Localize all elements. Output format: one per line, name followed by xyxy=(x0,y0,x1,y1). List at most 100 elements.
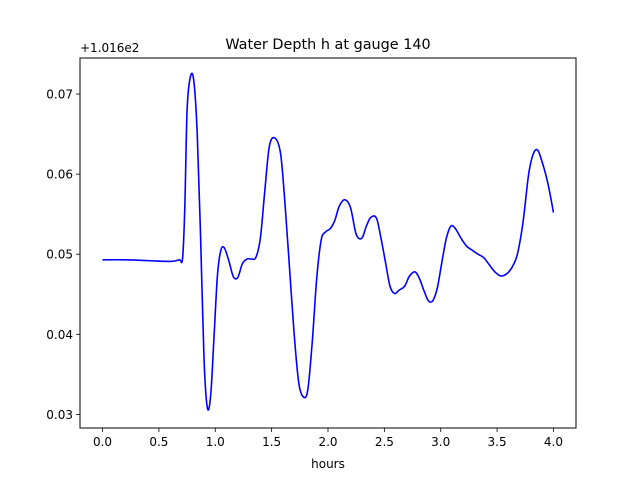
data-point xyxy=(237,277,238,278)
data-point xyxy=(187,110,188,111)
data-point xyxy=(275,138,276,139)
x-tick-label: 0.5 xyxy=(149,435,168,449)
data-point xyxy=(500,275,501,276)
data-point xyxy=(228,260,229,261)
data-point xyxy=(472,250,473,251)
x-tick-label: 1.5 xyxy=(262,435,281,449)
data-point xyxy=(260,238,261,239)
data-point xyxy=(312,342,313,343)
data-point xyxy=(334,220,335,221)
data-point xyxy=(190,76,191,77)
series-layer xyxy=(102,72,555,411)
data-point xyxy=(483,257,484,258)
data-point xyxy=(419,278,420,279)
data-point xyxy=(428,300,429,301)
y-tick-label: 0.04 xyxy=(46,328,73,342)
data-point xyxy=(409,276,410,277)
data-point xyxy=(423,290,424,291)
data-point xyxy=(528,174,529,175)
data-point xyxy=(446,238,447,239)
data-point xyxy=(414,271,415,272)
data-point xyxy=(523,222,524,223)
data-point xyxy=(204,358,205,359)
data-point xyxy=(280,154,281,155)
data-point xyxy=(376,218,377,219)
data-point xyxy=(437,287,438,288)
data-point xyxy=(533,154,534,155)
y-offset-label: +1.016e2 xyxy=(80,41,139,55)
x-tick-label: 4.0 xyxy=(544,435,563,449)
x-tick-label: 2.0 xyxy=(318,435,337,449)
data-point xyxy=(321,239,322,240)
data-point xyxy=(170,261,171,262)
plot-area xyxy=(80,58,576,428)
y-axis: 0.03 0.04 0.05 0.06 0.07 xyxy=(46,88,80,422)
data-point xyxy=(385,262,386,263)
data-point xyxy=(264,190,265,191)
data-point xyxy=(179,259,180,260)
data-point xyxy=(207,407,208,408)
chart-title: Water Depth h at gauge 140 xyxy=(225,37,430,53)
data-point xyxy=(298,382,299,383)
data-point xyxy=(217,274,218,275)
data-point xyxy=(404,286,405,287)
data-point xyxy=(233,276,234,277)
data-point xyxy=(537,150,538,151)
x-tick-label: 3.0 xyxy=(431,435,450,449)
data-point xyxy=(224,247,225,248)
data-point xyxy=(289,270,290,271)
data-point xyxy=(339,206,340,207)
data-point xyxy=(147,260,148,261)
data-point xyxy=(316,278,317,279)
data-point xyxy=(542,162,543,163)
data-point xyxy=(517,254,518,255)
data-point xyxy=(390,286,391,287)
data-point xyxy=(450,226,451,227)
data-point xyxy=(303,396,304,397)
data-point xyxy=(511,267,512,268)
data-point xyxy=(399,290,400,291)
data-point xyxy=(553,212,554,213)
data-point xyxy=(125,259,126,260)
x-axis-label: hours xyxy=(311,457,345,471)
data-point xyxy=(506,274,507,275)
x-tick-label: 1.0 xyxy=(206,435,225,449)
data-point xyxy=(102,259,103,260)
data-point xyxy=(489,264,490,265)
data-point xyxy=(251,259,252,260)
y-tick-label: 0.07 xyxy=(46,88,73,102)
data-point xyxy=(380,238,381,239)
data-point xyxy=(242,263,243,264)
data-point xyxy=(214,334,215,335)
data-point xyxy=(197,134,198,135)
data-point xyxy=(455,228,456,229)
data-point xyxy=(370,217,371,218)
data-point xyxy=(193,81,194,82)
data-point xyxy=(255,257,256,258)
data-point xyxy=(550,194,551,195)
x-tick-label: 2.5 xyxy=(375,435,394,449)
data-point xyxy=(356,234,357,235)
data-point xyxy=(441,262,442,263)
x-tick-label: 0.0 xyxy=(93,435,112,449)
data-point xyxy=(307,390,308,391)
data-point xyxy=(210,394,211,395)
y-tick-label: 0.03 xyxy=(46,408,73,422)
data-point xyxy=(477,254,478,255)
data-point xyxy=(330,228,331,229)
data-point xyxy=(246,259,247,260)
data-point xyxy=(466,246,467,247)
data-point xyxy=(269,146,270,147)
data-point xyxy=(366,226,367,227)
data-point xyxy=(200,238,201,239)
data-point xyxy=(546,178,547,179)
data-point xyxy=(182,258,183,259)
data-point xyxy=(220,250,221,251)
data-point xyxy=(494,271,495,272)
y-tick-label: 0.06 xyxy=(46,168,73,182)
data-point xyxy=(394,293,395,294)
series-line-0 xyxy=(102,72,555,411)
data-point xyxy=(344,199,345,200)
data-point xyxy=(461,238,462,239)
